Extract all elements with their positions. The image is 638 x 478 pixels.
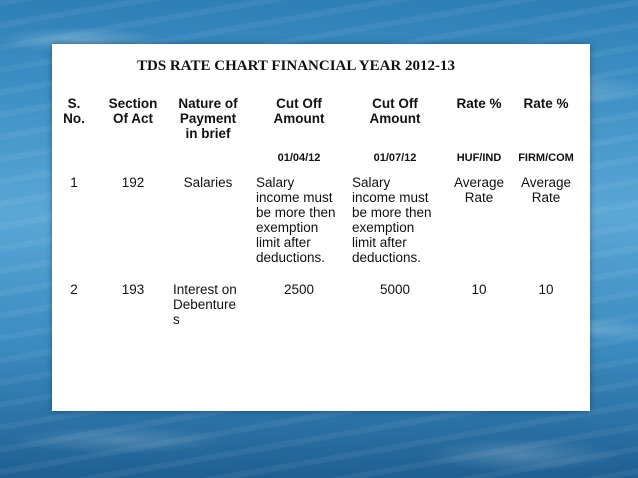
row2-section: 193 — [121, 282, 145, 297]
header-cutoff-2: Cut Off Amount — [369, 96, 421, 126]
subheader-firm-com: FIRM/COM — [518, 152, 574, 164]
row1-rate-huf: Average Rate — [453, 175, 505, 205]
header-rate-firm: Rate % — [523, 96, 569, 111]
subheader-date-2: 01/07/12 — [373, 152, 417, 164]
header-sno: S. No. — [63, 96, 85, 126]
subheader-huf-ind: HUF/IND — [456, 152, 502, 164]
row1-cutoff-2: Salary income must be more then exemption li… — [352, 175, 432, 265]
header-rate-huf: Rate % — [456, 96, 502, 111]
header-cutoff-1: Cut Off Amount — [273, 96, 325, 126]
row2-nature: Interest on Debenture s — [173, 282, 237, 327]
header-section: Section Of Act — [108, 96, 158, 126]
row2-sno: 2 — [70, 282, 78, 297]
slide-panel — [52, 44, 590, 411]
chart-title: TDS RATE CHART FINANCIAL YEAR 2012-13 — [137, 58, 455, 74]
row1-rate-firm: Average Rate — [520, 175, 572, 205]
row1-cutoff-1: Salary income must be more then exemption li… — [256, 175, 336, 265]
row2-cutoff-1: 2500 — [283, 282, 315, 297]
row1-section: 192 — [121, 175, 145, 190]
row1-sno: 1 — [70, 175, 78, 190]
header-nature: Nature of Payment in brief — [178, 96, 238, 141]
row2-rate-firm: 10 — [538, 282, 554, 297]
subheader-date-1: 01/04/12 — [277, 152, 321, 164]
row2-rate-huf: 10 — [471, 282, 487, 297]
row1-nature: Salaries — [183, 175, 233, 190]
row2-cutoff-2: 5000 — [379, 282, 411, 297]
